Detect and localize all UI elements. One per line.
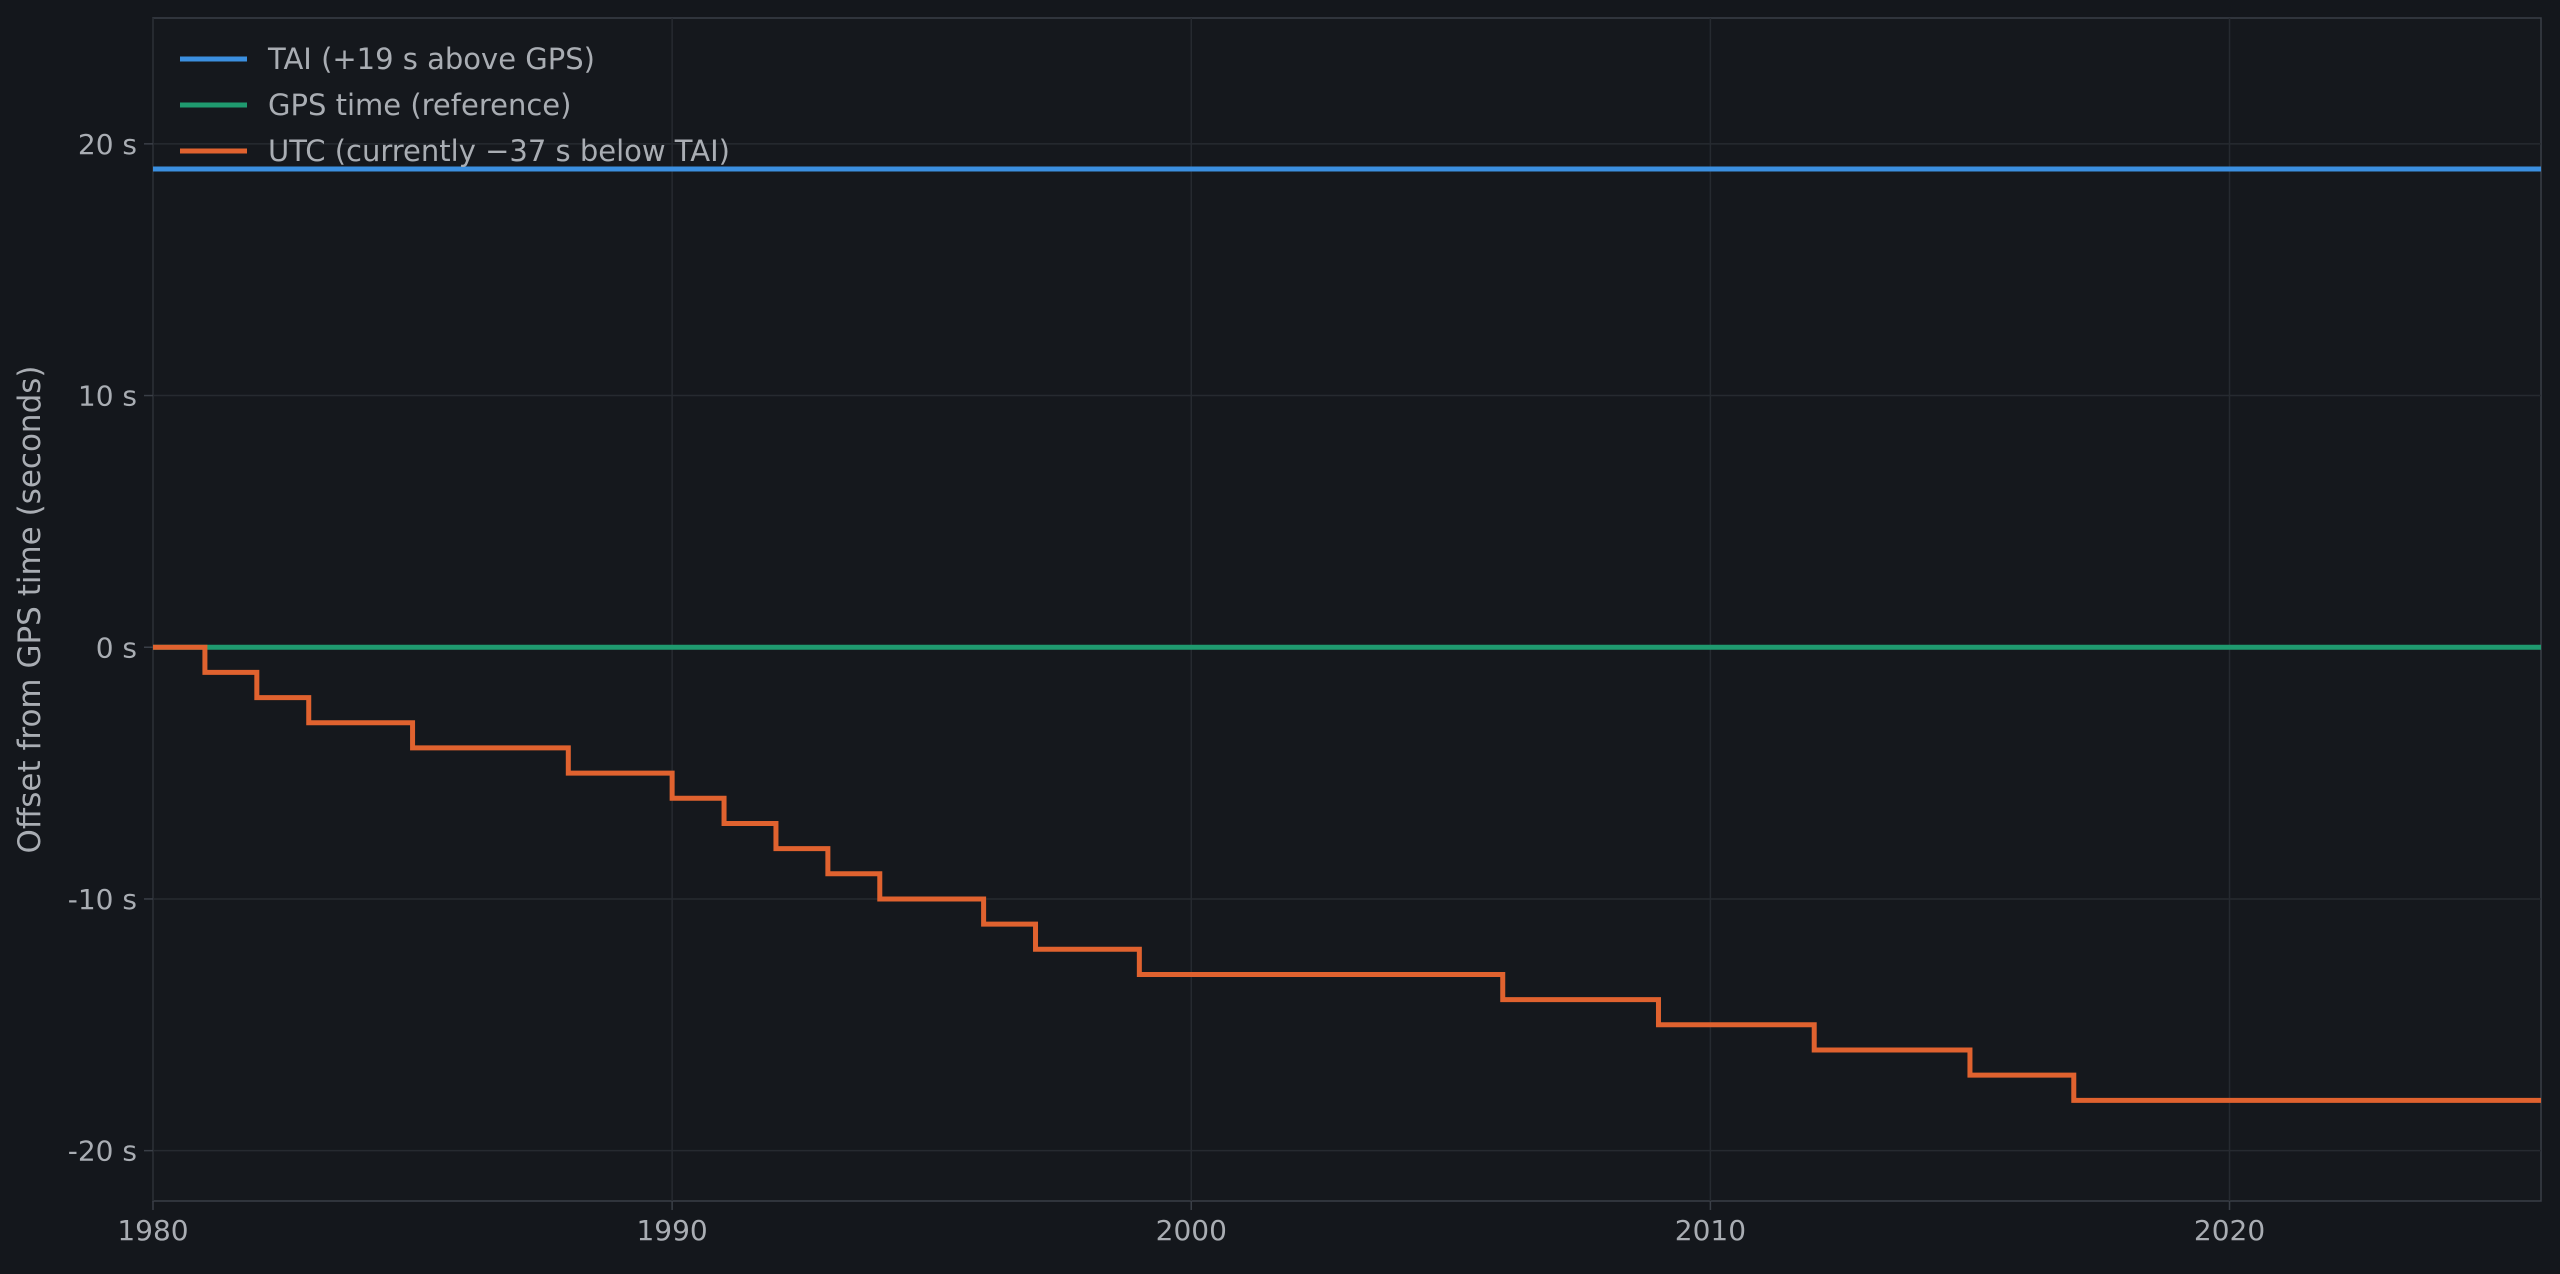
series-line-2 [153,644,2541,1103]
plot-area [152,17,2542,1202]
legend-label-0: TAI (+19 s above GPS) [267,42,595,76]
x-tick-label: 1980 [117,1214,188,1247]
axes: 1980 1990 2000 2010 2020 20 s 10 s 0 s -10 s -20 … [68,128,2265,1247]
y-tick-label: -10 s [68,883,137,916]
y-axis-label: Offset from GPS time (seconds) [12,365,48,853]
x-tick-label: 2010 [1675,1214,1746,1247]
legend-label-2: UTC (currently −37 s below TAI) [268,134,730,168]
legend: TAI (+19 s above GPS) GPS time (reference… [180,42,730,168]
y-tick-label: 0 s [96,631,137,664]
y-tick-label: 10 s [78,380,137,413]
x-tick-label: 2000 [1156,1214,1227,1247]
x-tick-label: 1990 [636,1214,707,1247]
legend-label-1: GPS time (reference) [268,88,571,122]
y-tick-label: 20 s [78,128,137,161]
y-tick-label: -20 s [68,1135,137,1168]
x-tick-label: 2020 [2194,1214,2265,1247]
series-lines [153,166,2541,1103]
